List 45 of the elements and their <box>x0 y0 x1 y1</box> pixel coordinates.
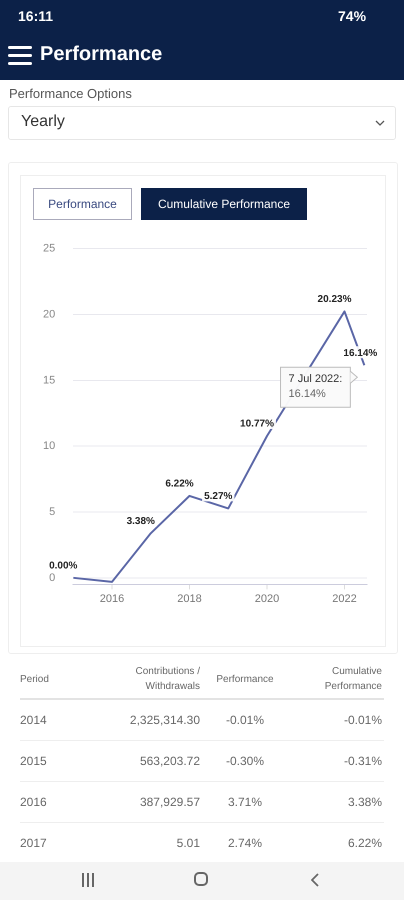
y-tick-label: 20 <box>42 308 56 320</box>
chart-title: Performance <box>40 43 162 66</box>
text: Period <box>20 672 50 686</box>
text: 5.01 <box>176 836 200 850</box>
data-label: 5.27% <box>204 491 233 502</box>
text: -0.31% <box>342 754 382 768</box>
text: 2,325,314.30 <box>128 712 200 728</box>
data-label: 16.14% <box>343 348 378 360</box>
y-tick-label: 15 <box>42 374 56 386</box>
data-label: 20.23% <box>318 294 352 306</box>
x-tick-label: 2016 <box>100 593 124 606</box>
y-tick-label: 25 <box>42 242 56 255</box>
text: Contributions / Withdrawals <box>134 665 200 694</box>
annotation: 7 Jul 2022: 16.14% <box>288 372 342 400</box>
text: 74% <box>338 8 366 24</box>
text: 6.22% <box>346 836 382 850</box>
text: Performance Options <box>9 86 132 101</box>
y-tick-label: 5 <box>49 506 56 518</box>
text: -0.30% <box>224 754 266 768</box>
y-tick-label: 0 <box>49 572 56 584</box>
x-tick-label: 2018 <box>177 593 202 606</box>
text: 3.38% <box>346 794 382 810</box>
text: 2016 <box>20 794 48 810</box>
text: Yearly <box>21 113 65 131</box>
text: Cumulative Performance <box>141 188 307 220</box>
x-tick-label: 2020 <box>254 593 280 606</box>
text: 3.71% <box>226 794 264 810</box>
data-label: 0.00% <box>49 560 78 572</box>
text: 2.74% <box>226 836 264 850</box>
text: -0.01% <box>342 712 382 728</box>
data-label: 10.77% <box>240 418 274 430</box>
text: Performance <box>215 672 275 686</box>
data-label: 3.38% <box>126 516 156 528</box>
text: 2014 <box>20 712 48 728</box>
text: Cumulative Performance <box>324 665 382 694</box>
x-tick-label: 2022 <box>332 593 357 606</box>
text: Performance <box>33 188 132 220</box>
y-tick-label: 10 <box>42 440 56 452</box>
text: 16:11 <box>18 8 54 24</box>
text: 387,929.57 <box>138 794 200 810</box>
text: 563,203.72 <box>138 754 200 768</box>
data-label: 6.22% <box>165 478 194 490</box>
text: 2015 <box>20 754 48 768</box>
text: -0.01% <box>224 712 266 728</box>
text: 2017 <box>20 836 48 850</box>
